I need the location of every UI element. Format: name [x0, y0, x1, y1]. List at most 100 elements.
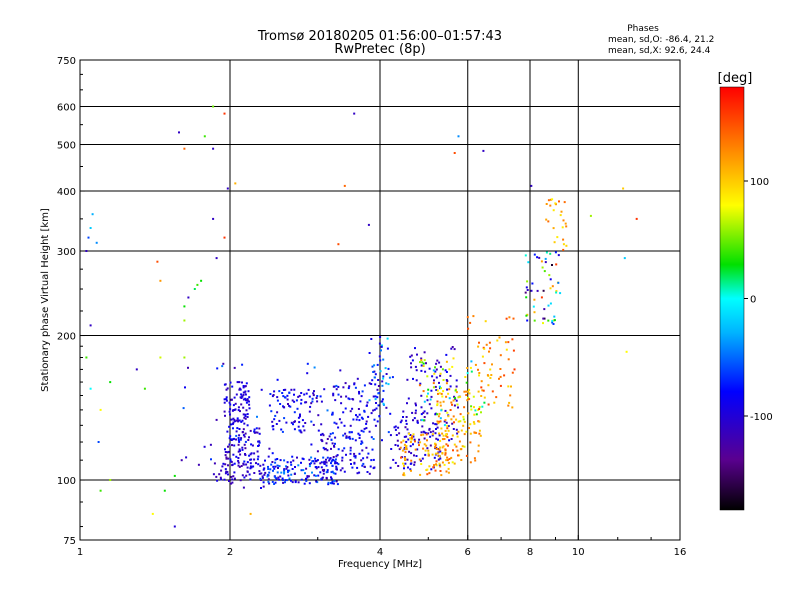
scatter-point — [426, 375, 429, 378]
scatter-point — [625, 350, 628, 353]
scatter-point — [363, 427, 366, 430]
scatter-point — [544, 261, 547, 264]
scatter-point — [438, 392, 441, 395]
scatter-point — [246, 399, 249, 401]
scatter-point — [241, 431, 244, 434]
scatter-point — [229, 381, 232, 384]
scatter-point — [276, 471, 279, 474]
scatter-point — [298, 394, 301, 397]
scatter-point — [331, 480, 334, 483]
scatter-point — [232, 404, 235, 407]
scatter-point — [466, 367, 469, 369]
scatter-point — [481, 389, 484, 392]
scatter-point — [387, 383, 390, 386]
scatter-point — [257, 455, 260, 458]
scatter-point — [290, 473, 293, 476]
scatter-point — [256, 458, 259, 461]
scatter-point — [449, 385, 452, 388]
scatter-point — [427, 454, 430, 457]
scatter-point — [351, 407, 354, 410]
scatter-point — [409, 441, 412, 443]
scatter-point — [151, 512, 154, 515]
scatter-point — [391, 376, 394, 379]
scatter-point — [560, 210, 563, 213]
scatter-point — [223, 236, 226, 239]
scatter-point — [465, 430, 468, 433]
scatter-point — [339, 369, 342, 372]
scatter-point — [231, 463, 234, 466]
scatter-point — [249, 512, 252, 515]
scatter-point — [453, 421, 455, 424]
scatter-point — [276, 464, 279, 467]
scatter-point — [431, 433, 434, 436]
scatter-point — [291, 468, 294, 470]
scatter-point — [311, 460, 314, 463]
scatter-point — [508, 401, 511, 404]
scatter-point — [232, 422, 234, 425]
scatter-point — [386, 347, 389, 350]
scatter-point — [311, 400, 314, 403]
scatter-point — [241, 381, 243, 384]
scatter-point — [85, 250, 88, 252]
scatter-point — [335, 422, 338, 425]
scatter-point — [460, 459, 463, 461]
scatter-point — [253, 431, 256, 434]
scatter-point — [420, 364, 423, 367]
scatter-point — [288, 391, 291, 394]
scatter-point — [335, 465, 338, 468]
scatter-point — [234, 408, 237, 411]
scatter-point — [507, 341, 510, 344]
scatter-point — [322, 472, 325, 475]
scatter-point — [335, 468, 338, 471]
scatter-point — [363, 409, 366, 412]
scatter-point — [473, 431, 476, 434]
scatter-point — [278, 478, 280, 481]
scatter-point — [555, 263, 558, 266]
scatter-point — [273, 475, 276, 478]
scatter-point — [368, 352, 371, 354]
scatter-point — [302, 425, 305, 428]
scatter-point — [402, 462, 404, 465]
scatter-point — [545, 218, 548, 221]
scatter-point — [483, 401, 486, 404]
scatter-point — [413, 454, 415, 457]
scatter-point — [452, 428, 455, 430]
scatter-point — [450, 456, 453, 459]
scatter-point — [285, 465, 287, 468]
scatter-point — [416, 421, 419, 424]
x-tick-label: 8 — [527, 547, 533, 558]
scatter-point — [366, 471, 369, 473]
scatter-point — [461, 445, 464, 448]
scatter-point — [371, 379, 374, 382]
scatter-point — [230, 439, 233, 441]
scatter-point — [373, 364, 376, 367]
scatter-point — [404, 459, 407, 461]
scatter-point — [532, 305, 535, 308]
scatter-point — [542, 322, 544, 325]
scatter-point — [365, 446, 368, 449]
scatter-point — [325, 442, 328, 445]
scatter-point — [367, 452, 370, 455]
scatter-point — [635, 217, 638, 220]
scatter-point — [486, 374, 489, 377]
scatter-point — [380, 345, 383, 348]
scatter-point — [409, 355, 412, 358]
scatter-point — [415, 369, 418, 372]
scatter-point — [533, 298, 536, 301]
scatter-point — [326, 409, 329, 412]
scatter-point — [203, 135, 206, 138]
scatter-point — [227, 450, 230, 453]
scatter-point — [242, 386, 245, 389]
scatter-point — [286, 398, 289, 401]
scatter-point — [488, 350, 490, 353]
scatter-point — [159, 279, 162, 282]
scatter-point — [236, 417, 239, 420]
scatter-point — [230, 482, 233, 485]
scatter-point — [472, 315, 475, 318]
scatter-point — [361, 464, 364, 467]
scatter-point — [293, 473, 296, 475]
scatter-point — [451, 434, 454, 437]
scatter-point — [308, 458, 311, 461]
scatter-point — [412, 443, 414, 446]
scatter-point — [237, 409, 240, 412]
